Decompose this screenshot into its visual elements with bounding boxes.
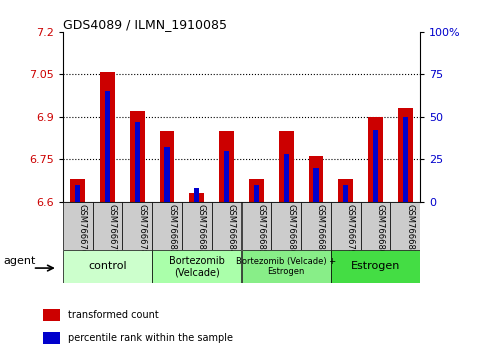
Text: Bortezomib (Velcade) +
Estrogen: Bortezomib (Velcade) + Estrogen [236, 257, 336, 276]
Bar [249, 179, 264, 202]
Bar [70, 179, 85, 202]
Bar [219, 131, 234, 202]
Bar [398, 108, 413, 202]
Bar [301, 202, 331, 250]
Bar [331, 250, 420, 283]
Bar [189, 193, 204, 202]
Text: Estrogen: Estrogen [351, 261, 400, 272]
Text: GSM766678: GSM766678 [137, 204, 146, 256]
Text: GDS4089 / ILMN_1910085: GDS4089 / ILMN_1910085 [63, 18, 227, 31]
Text: GSM766676: GSM766676 [78, 204, 86, 256]
Text: GSM766687: GSM766687 [316, 204, 325, 256]
Text: GSM766677: GSM766677 [108, 204, 116, 256]
Bar [254, 185, 259, 202]
Bar [212, 202, 242, 250]
Bar [224, 151, 229, 202]
Text: percentile rank within the sample: percentile rank within the sample [69, 333, 233, 343]
Bar [182, 202, 212, 250]
Text: GSM766684: GSM766684 [227, 204, 236, 255]
Bar [242, 202, 271, 250]
Bar [338, 179, 353, 202]
Text: GSM766680: GSM766680 [376, 204, 384, 255]
Bar [75, 185, 80, 202]
Bar [164, 147, 170, 202]
Bar [368, 117, 383, 202]
Bar [279, 131, 294, 202]
Bar [93, 202, 122, 250]
Bar [242, 250, 331, 283]
Text: GSM766685: GSM766685 [256, 204, 265, 255]
Bar [271, 202, 301, 250]
Text: GSM766683: GSM766683 [197, 204, 206, 256]
Text: Bortezomib
(Velcade): Bortezomib (Velcade) [169, 256, 225, 277]
Text: GSM766686: GSM766686 [286, 204, 295, 256]
Bar [122, 202, 152, 250]
Bar [152, 202, 182, 250]
Bar [135, 122, 140, 202]
Bar [43, 332, 60, 344]
Bar [159, 131, 174, 202]
Bar [43, 309, 60, 321]
Bar [313, 168, 319, 202]
Bar [63, 202, 93, 250]
Bar [309, 156, 324, 202]
Bar [152, 250, 242, 283]
Text: GSM766681: GSM766681 [405, 204, 414, 255]
Text: control: control [88, 261, 127, 272]
Bar [100, 72, 115, 202]
Bar [403, 117, 408, 202]
Bar [130, 111, 145, 202]
Bar [361, 202, 390, 250]
Bar [390, 202, 420, 250]
Bar [194, 188, 199, 202]
Text: GSM766679: GSM766679 [346, 204, 355, 255]
Bar [331, 202, 361, 250]
Bar [284, 154, 289, 202]
Bar [105, 91, 110, 202]
Bar [373, 130, 378, 202]
Text: GSM766682: GSM766682 [167, 204, 176, 255]
Bar [343, 185, 348, 202]
Text: transformed count: transformed count [69, 310, 159, 320]
Bar [63, 250, 152, 283]
Text: agent: agent [3, 256, 36, 266]
